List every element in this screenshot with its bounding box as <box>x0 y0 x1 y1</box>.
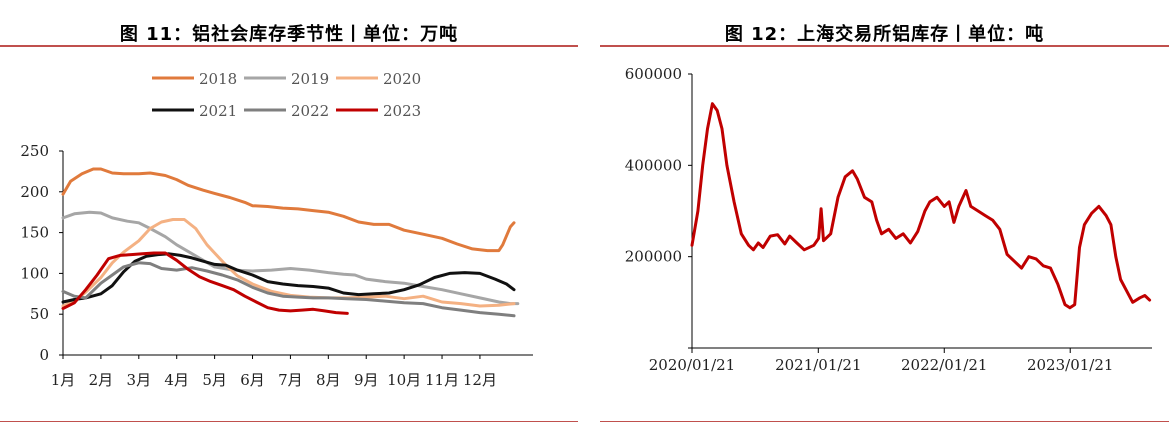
left-x-tick-label: 2月 <box>89 371 114 389</box>
left-x-tick-label: 3月 <box>127 371 152 389</box>
left-legend-label-2018: 2018 <box>199 70 237 88</box>
left-y-tick-label: 50 <box>30 305 49 323</box>
right-x-tick-label: 2023/01/21 <box>1027 356 1113 374</box>
left-y-tick-label: 150 <box>20 224 49 242</box>
left-series-line-2023 <box>61 251 349 315</box>
right-chart-title: 图 12：上海交易所铝库存丨单位：吨 <box>724 24 1045 45</box>
right-x-tick-label: 2021/01/21 <box>775 356 861 374</box>
left-legend-label-2021: 2021 <box>199 102 237 120</box>
left-legend-label-2020: 2020 <box>383 70 421 88</box>
left-chart-panel: 图 11：铝社会库存季节性丨单位：万吨 0 50 100 150 200 250 1月 2月 3… <box>0 0 578 425</box>
right-chart: 200000 400000 600000 2020/01/21 2021/01/21 20… <box>625 65 1152 374</box>
right-chart-panel: 图 12：上海交易所铝库存丨单位：吨 200000 400000 600000 202… <box>600 0 1169 425</box>
left-bottom-rule <box>0 421 578 422</box>
left-legend-label-2022: 2022 <box>291 102 329 120</box>
left-y-tick-label: 0 <box>39 346 49 364</box>
left-series-line-2022 <box>61 261 516 318</box>
left-series-line-2019 <box>61 210 520 306</box>
left-x-tick-label: 10月 <box>387 371 421 389</box>
left-x-tick-label: 9月 <box>354 371 379 389</box>
left-x-tick-label: 6月 <box>240 371 265 389</box>
right-y-tick-label: 600000 <box>625 65 682 83</box>
left-legend-label-2019: 2019 <box>291 70 329 88</box>
left-x-tick-label: 11月 <box>425 371 459 389</box>
left-x-tick-label: 5月 <box>202 371 227 389</box>
left-legend-label-2023: 2023 <box>383 102 421 120</box>
right-title-rule <box>600 45 1169 47</box>
left-x-tick-label: 4月 <box>164 371 189 389</box>
left-x-tick-label: 1月 <box>51 371 76 389</box>
left-x-tick-label: 8月 <box>316 371 341 389</box>
right-y-tick-label: 400000 <box>625 156 682 174</box>
right-x-tick-label: 2020/01/21 <box>649 356 735 374</box>
right-series-line-0 <box>690 102 1152 310</box>
left-series-line-2018 <box>61 167 516 253</box>
left-chart: 0 50 100 150 200 250 1月 2月 3月 4月 5月 6月 7月 8月 9月 10月 11月 1… <box>20 70 533 389</box>
right-y-tick-label: 200000 <box>625 248 682 266</box>
right-x-tick-label: 2022/01/21 <box>901 356 987 374</box>
right-bottom-rule <box>600 421 1169 422</box>
left-x-tick-label: 7月 <box>278 371 303 389</box>
left-y-tick-label: 250 <box>20 142 49 160</box>
left-title-rule <box>0 45 578 47</box>
left-series-line-2020 <box>61 218 516 308</box>
left-y-tick-label: 200 <box>20 183 49 201</box>
left-y-tick-label: 100 <box>20 264 49 282</box>
left-x-tick-label: 12月 <box>463 371 497 389</box>
left-chart-title: 图 11：铝社会库存季节性丨单位：万吨 <box>119 24 459 45</box>
